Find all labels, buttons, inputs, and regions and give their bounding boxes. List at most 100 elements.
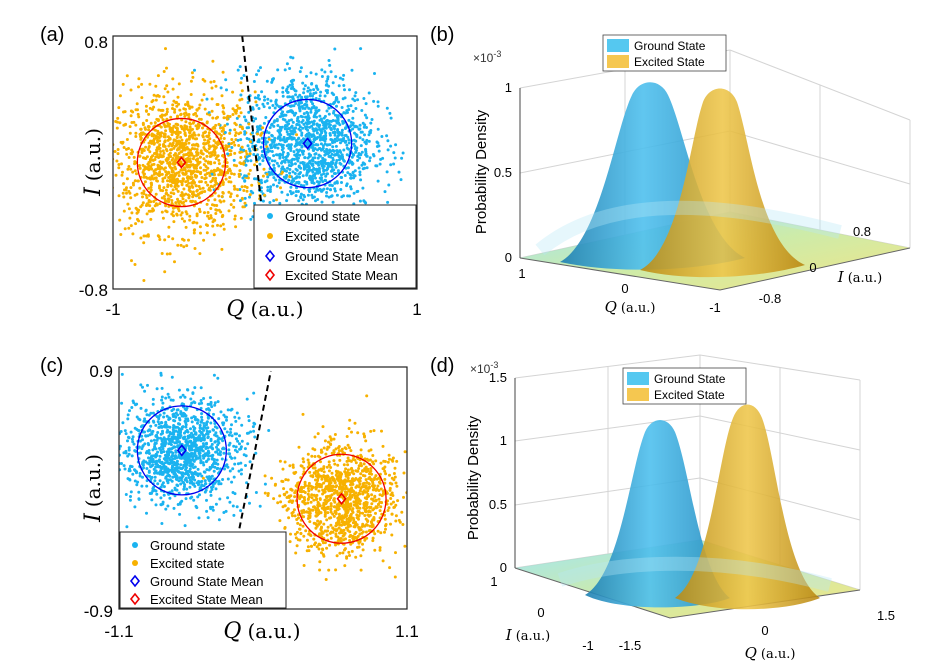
scatter-point: [210, 179, 214, 182]
scatter-point: [321, 488, 325, 492]
scatter-point: [315, 122, 319, 126]
scatter-point: [334, 485, 338, 489]
scatter-point: [363, 200, 367, 204]
scatter-point: [276, 68, 280, 72]
scatter-point: [373, 532, 377, 536]
scatter-point: [279, 133, 283, 137]
scatter-point: [347, 550, 351, 554]
legend-a-ground: Ground state: [285, 209, 360, 224]
scatter-point: [221, 360, 224, 363]
scatter-point: [195, 148, 199, 151]
scatter-point: [234, 108, 238, 112]
scatter-point: [390, 476, 394, 480]
scatter-point: [156, 179, 159, 183]
scatter-point: [274, 98, 278, 102]
scatter-point: [343, 548, 346, 552]
scatter-point: [301, 174, 305, 178]
scatter-point: [378, 548, 382, 552]
scatter-point: [360, 130, 364, 134]
scatter-point: [123, 123, 127, 127]
scatter-point: [176, 503, 180, 506]
scatter-point: [344, 467, 348, 471]
scatter-point: [305, 549, 309, 553]
scatter-point: [187, 181, 191, 185]
scatter-point: [307, 461, 311, 465]
scatter-point: [244, 163, 248, 167]
scatter-point: [182, 245, 186, 249]
scatter-point: [183, 219, 186, 223]
scatter-point: [368, 471, 372, 474]
scatter-point: [141, 444, 145, 448]
scatter-point: [210, 97, 214, 101]
scatter-point: [270, 134, 274, 138]
scatter-point: [183, 166, 186, 170]
scatter-point: [351, 116, 355, 120]
scatter-point: [192, 482, 196, 486]
scatter-point: [354, 124, 358, 128]
scatter-point: [147, 145, 151, 148]
scatter-point: [132, 155, 136, 159]
scatter-point: [210, 169, 213, 173]
scatter-point: [256, 132, 259, 136]
scatter-point: [181, 179, 185, 183]
scatter-point: [207, 140, 211, 144]
scatter-point: [317, 125, 321, 129]
scatter-point: [172, 214, 175, 218]
scatter-point: [230, 480, 234, 484]
scatter-point: [295, 518, 299, 521]
scatter-point: [314, 487, 318, 491]
scatter-point: [354, 91, 358, 95]
scatter-point: [356, 545, 359, 549]
scatter-point: [394, 503, 398, 507]
scatter-point: [314, 176, 317, 180]
scatter-point: [184, 134, 188, 137]
scatter-point: [156, 163, 160, 167]
scatter-point: [127, 469, 131, 473]
scatter-point: [230, 423, 233, 427]
scatter-point: [401, 523, 405, 526]
scatter-point: [393, 575, 397, 579]
scatter-point: [341, 551, 345, 555]
scatter-point: [180, 168, 184, 172]
scatter-point: [339, 188, 343, 191]
scatter-point: [145, 155, 149, 159]
scatter-point: [258, 156, 262, 160]
scatter-point: [166, 90, 170, 94]
scatter-point: [167, 416, 171, 420]
scatter-point: [368, 513, 372, 517]
scatter-point: [288, 132, 292, 136]
scatter-point: [245, 189, 249, 193]
scatter-point: [256, 153, 260, 157]
scatter-point: [191, 136, 195, 140]
scatter-point: [213, 198, 217, 202]
scatter-point: [166, 197, 170, 201]
scatter-point: [167, 395, 171, 399]
scatter-point: [151, 457, 155, 461]
scatter-point: [168, 478, 172, 482]
scatter-point: [269, 99, 273, 103]
scatter-point: [310, 454, 314, 458]
scatter-point: [176, 155, 180, 159]
scatter-point: [314, 526, 318, 530]
scatter-point: [150, 454, 153, 458]
scatter-point: [221, 222, 225, 226]
scatter-point: [243, 447, 247, 451]
scatter-point: [359, 568, 363, 572]
scatter-point: [212, 148, 216, 152]
scatter-point: [146, 148, 150, 151]
scatter-point: [291, 120, 295, 124]
scatter-point: [257, 127, 261, 131]
scatter-point: [304, 164, 308, 167]
scatter-point: [233, 492, 237, 496]
scatter-point: [220, 129, 224, 133]
scatter-point: [248, 152, 252, 156]
scatter-point: [186, 457, 189, 461]
scatter-point: [336, 540, 340, 544]
scatter-point: [305, 74, 308, 78]
scatter-point: [218, 453, 222, 457]
scatter-point: [340, 155, 344, 159]
scatter-point: [314, 109, 318, 113]
scatter-point: [247, 172, 251, 176]
scatter-point: [338, 161, 342, 165]
scatter-point: [198, 187, 202, 191]
